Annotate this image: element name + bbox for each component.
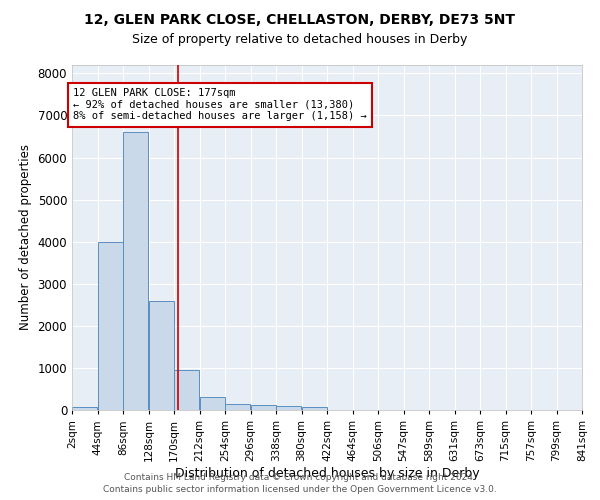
Bar (302, 407, 327, 410)
Bar (123, 132, 148, 410)
Bar (98, 242, 123, 410)
Text: Contains public sector information licensed under the Open Government Licence v3: Contains public sector information licen… (103, 485, 497, 494)
Bar (174, 370, 199, 410)
X-axis label: Distribution of detached houses by size in Derby: Distribution of detached houses by size … (175, 466, 479, 479)
Text: 12 GLEN PARK CLOSE: 177sqm
← 92% of detached houses are smaller (13,380)
8% of s: 12 GLEN PARK CLOSE: 177sqm ← 92% of deta… (73, 88, 367, 122)
Text: Size of property relative to detached houses in Derby: Size of property relative to detached ho… (133, 32, 467, 46)
Bar (200, 398, 225, 410)
Bar (149, 300, 174, 410)
Bar (276, 406, 301, 410)
Text: 12, GLEN PARK CLOSE, CHELLASTON, DERBY, DE73 5NT: 12, GLEN PARK CLOSE, CHELLASTON, DERBY, … (85, 12, 515, 26)
Y-axis label: Number of detached properties: Number of detached properties (19, 144, 32, 330)
Bar (251, 406, 276, 410)
Bar (225, 404, 250, 410)
Bar (72, 407, 97, 410)
Text: Contains HM Land Registry data © Crown copyright and database right 2024.: Contains HM Land Registry data © Crown c… (124, 472, 476, 482)
